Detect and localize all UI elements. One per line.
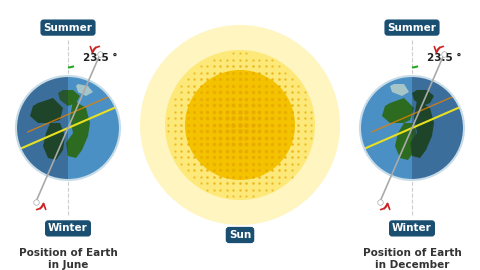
Circle shape [140, 25, 340, 225]
Polygon shape [16, 76, 68, 180]
Circle shape [185, 70, 295, 180]
Text: 23.5 °: 23.5 ° [427, 53, 461, 63]
Text: Position of Earth
in December: Position of Earth in December [362, 248, 461, 270]
Polygon shape [412, 76, 464, 180]
Polygon shape [412, 90, 434, 106]
Polygon shape [66, 100, 90, 158]
Circle shape [360, 76, 464, 180]
Polygon shape [30, 98, 63, 123]
Text: Summer: Summer [44, 23, 93, 33]
Text: Summer: Summer [387, 23, 436, 33]
Polygon shape [382, 98, 414, 123]
Text: Winter: Winter [392, 223, 432, 233]
Text: 23.5 °: 23.5 ° [83, 53, 118, 63]
Text: Sun: Sun [229, 230, 251, 240]
Polygon shape [395, 123, 417, 160]
Polygon shape [410, 100, 434, 158]
Text: Position of Earth
in June: Position of Earth in June [19, 248, 118, 270]
Polygon shape [76, 84, 93, 96]
Circle shape [16, 76, 120, 180]
Polygon shape [58, 90, 80, 106]
Circle shape [165, 50, 315, 200]
Polygon shape [43, 123, 65, 160]
Polygon shape [390, 84, 409, 96]
Text: Winter: Winter [48, 223, 88, 233]
